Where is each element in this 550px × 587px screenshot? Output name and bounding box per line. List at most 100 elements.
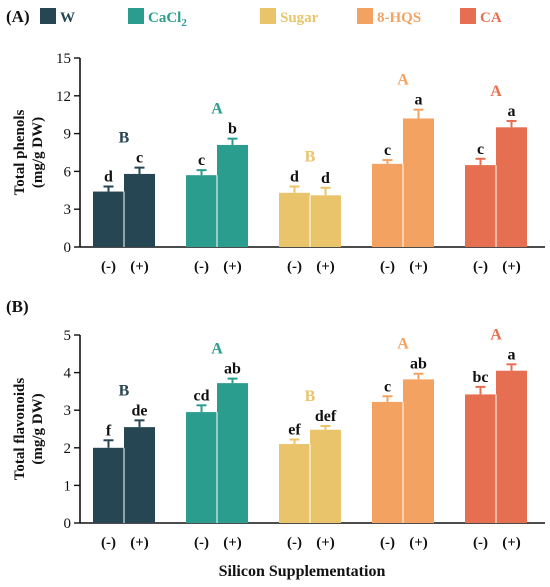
panel-b-label: (B) bbox=[6, 297, 29, 316]
bar bbox=[279, 444, 310, 523]
bar bbox=[310, 429, 341, 523]
bar bbox=[372, 163, 403, 247]
x-tick-label: (-) bbox=[287, 535, 302, 551]
legend-label-4: 8-HQS bbox=[377, 10, 421, 26]
bar bbox=[93, 191, 124, 247]
bar bbox=[465, 165, 496, 247]
bar bbox=[186, 412, 217, 523]
x-tick-label: (+) bbox=[223, 535, 242, 551]
legend-swatch-2 bbox=[128, 8, 144, 24]
significance-letter: bc bbox=[473, 369, 489, 386]
x-tick-label: (-) bbox=[380, 535, 395, 551]
legend: W CaCl2 Sugar 8-HQS CA bbox=[40, 8, 502, 29]
significance-letter: a bbox=[415, 92, 423, 109]
x-tick-label: (-) bbox=[380, 259, 395, 275]
legend-label-3: Sugar bbox=[280, 10, 319, 26]
x-tick-label: (+) bbox=[316, 259, 335, 275]
bar bbox=[496, 370, 527, 523]
panel-a-label: (A) bbox=[6, 7, 30, 26]
x-tick-label: (-) bbox=[287, 259, 302, 275]
group-letter: B bbox=[119, 130, 130, 147]
significance-letter: d bbox=[104, 169, 113, 186]
significance-letter: c bbox=[384, 378, 391, 395]
significance-letter: c bbox=[477, 141, 484, 158]
group-letter: B bbox=[305, 149, 316, 166]
bar bbox=[403, 379, 434, 523]
legend-swatch-4 bbox=[357, 8, 373, 24]
significance-letter: de bbox=[132, 402, 148, 419]
group-letter: A bbox=[211, 101, 223, 118]
significance-letter: cd bbox=[194, 387, 210, 404]
total-phenols-chart: Total phenols (mg/g DW) 0 3 6 9 12 15 d (-) c (+) Bc… bbox=[12, 51, 545, 275]
bar bbox=[279, 192, 310, 247]
y-axis-unit: (mg/g DW) bbox=[30, 117, 46, 188]
group-letter: A bbox=[397, 72, 409, 89]
bar bbox=[372, 401, 403, 523]
significance-letter: a bbox=[508, 346, 516, 363]
y-tick-label: 9 bbox=[64, 127, 72, 143]
significance-letter: ab bbox=[410, 356, 427, 373]
y-axis-unit: (mg/g DW) bbox=[30, 393, 46, 464]
y-tick-label: 0 bbox=[64, 516, 72, 532]
legend-label-5: CA bbox=[480, 10, 502, 26]
significance-letter: f bbox=[106, 422, 112, 439]
x-tick-label: (-) bbox=[473, 259, 488, 275]
y-tick-label: 3 bbox=[64, 403, 72, 419]
x-tick-label: (+) bbox=[130, 259, 149, 275]
y-tick-label: 12 bbox=[56, 89, 71, 105]
bar bbox=[310, 195, 341, 247]
significance-letter: a bbox=[508, 103, 516, 120]
bar bbox=[217, 383, 248, 523]
x-tick-label: (+) bbox=[502, 535, 521, 551]
y-tick-label: 5 bbox=[64, 328, 72, 344]
y-tick-label: 4 bbox=[64, 366, 72, 382]
y-tick-label: 2 bbox=[64, 441, 72, 457]
significance-letter: c bbox=[136, 150, 143, 167]
x-tick-label: (-) bbox=[473, 535, 488, 551]
y-axis-title: Total phenols bbox=[12, 109, 28, 195]
x-tick-label: (-) bbox=[194, 259, 209, 275]
group-letter: A bbox=[490, 326, 502, 343]
legend-swatch-3 bbox=[260, 8, 276, 24]
legend-swatch-5 bbox=[460, 8, 476, 24]
y-axis-title: Total flavonoids bbox=[12, 378, 28, 481]
significance-letter: d bbox=[290, 169, 299, 186]
x-tick-label: (-) bbox=[101, 259, 116, 275]
x-tick-label: (+) bbox=[130, 535, 149, 551]
x-tick-label: (-) bbox=[101, 535, 116, 551]
y-tick-label: 15 bbox=[56, 51, 71, 67]
x-tick-label: (-) bbox=[194, 535, 209, 551]
y-tick-label: 1 bbox=[64, 478, 72, 494]
group-letter: B bbox=[305, 388, 316, 405]
significance-letter: c bbox=[384, 142, 391, 159]
legend-label-1: W bbox=[60, 10, 75, 26]
significance-letter: def bbox=[315, 408, 337, 425]
group-letter: A bbox=[211, 341, 223, 358]
legend-label-2: CaCl2 bbox=[148, 10, 187, 29]
legend-swatch-1 bbox=[40, 8, 56, 24]
significance-letter: b bbox=[228, 121, 237, 138]
y-tick-label: 6 bbox=[64, 164, 72, 180]
bar bbox=[124, 427, 155, 523]
significance-letter: ab bbox=[224, 361, 241, 378]
bar bbox=[124, 173, 155, 247]
bar bbox=[465, 394, 496, 523]
x-tick-label: (+) bbox=[409, 535, 428, 551]
significance-letter: ef bbox=[288, 422, 301, 439]
group-letter: B bbox=[119, 382, 130, 399]
group-letter: A bbox=[397, 336, 409, 353]
total-flavonoids-chart: Total flavonoids (mg/g DW) 0 1 2 3 4 5 f (-) de (+)… bbox=[12, 326, 545, 551]
x-tick-label: (+) bbox=[409, 259, 428, 275]
bar bbox=[496, 127, 527, 247]
bar bbox=[403, 118, 434, 247]
x-axis-title: Silicon Supplementation bbox=[219, 563, 386, 580]
y-tick-label: 3 bbox=[64, 202, 72, 218]
bar bbox=[93, 447, 124, 523]
group-letter: A bbox=[490, 83, 502, 100]
significance-letter: d bbox=[321, 170, 330, 187]
bar bbox=[186, 175, 217, 247]
bar bbox=[217, 144, 248, 247]
x-tick-label: (+) bbox=[223, 259, 242, 275]
significance-letter: c bbox=[198, 152, 205, 169]
